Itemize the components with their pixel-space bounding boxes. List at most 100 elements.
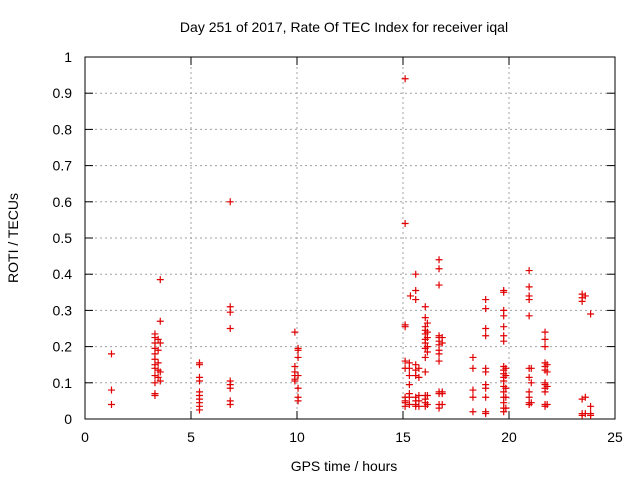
data-point bbox=[525, 296, 533, 304]
data-point bbox=[500, 288, 508, 296]
data-point bbox=[438, 401, 446, 409]
data-point bbox=[581, 393, 589, 401]
data-point bbox=[525, 312, 533, 320]
x-tick-label: 5 bbox=[187, 429, 195, 445]
data-point bbox=[482, 325, 490, 332]
x-tick-label: 15 bbox=[395, 429, 411, 445]
x-tick-label: 10 bbox=[289, 429, 305, 445]
data-point bbox=[226, 384, 234, 392]
data-point bbox=[405, 393, 413, 401]
data-point bbox=[435, 404, 443, 412]
data-point bbox=[578, 395, 586, 403]
data-point bbox=[587, 411, 595, 419]
data-point bbox=[587, 310, 595, 318]
data-point bbox=[226, 198, 234, 206]
data-point bbox=[151, 391, 159, 399]
data-point bbox=[502, 364, 510, 372]
data-point bbox=[151, 372, 159, 380]
data-point bbox=[156, 368, 164, 376]
y-tick-label: 0.2 bbox=[53, 339, 73, 355]
data-point bbox=[151, 364, 159, 372]
data-point bbox=[401, 323, 409, 331]
data-point bbox=[156, 339, 164, 347]
data-point bbox=[421, 353, 429, 361]
data-point bbox=[502, 393, 510, 401]
data-point bbox=[541, 328, 549, 336]
y-tick-label: 0 bbox=[64, 411, 72, 427]
data-point bbox=[435, 281, 443, 289]
data-point bbox=[421, 368, 429, 376]
chart-title: Day 251 of 2017, Rate Of TEC Index for r… bbox=[180, 19, 508, 35]
data-point bbox=[401, 357, 409, 365]
data-point bbox=[415, 364, 423, 372]
data-point bbox=[541, 335, 549, 343]
data-point bbox=[469, 353, 477, 361]
data-point bbox=[294, 372, 302, 380]
data-point bbox=[502, 404, 510, 412]
data-point bbox=[195, 406, 203, 414]
data-point bbox=[415, 402, 423, 410]
y-tick-label: 0.5 bbox=[53, 230, 73, 246]
data-point bbox=[423, 319, 431, 327]
data-point bbox=[291, 377, 299, 385]
data-point bbox=[156, 276, 164, 284]
y-tick-label: 0.1 bbox=[53, 375, 73, 391]
data-point bbox=[406, 292, 414, 300]
data-point bbox=[156, 317, 164, 325]
y-tick-label: 0.4 bbox=[53, 266, 73, 282]
data-point bbox=[482, 384, 490, 392]
data-point bbox=[469, 386, 477, 394]
data-point bbox=[294, 346, 302, 354]
data-point bbox=[438, 390, 446, 398]
y-tick-label: 0.3 bbox=[53, 302, 73, 318]
y-axis-label: ROTI / TECUs bbox=[5, 193, 21, 283]
data-point bbox=[527, 399, 535, 407]
x-tick-label: 25 bbox=[607, 429, 623, 445]
data-point bbox=[421, 314, 429, 322]
data-point bbox=[154, 373, 162, 381]
data-point bbox=[482, 368, 490, 376]
y-tick-label: 0.6 bbox=[53, 194, 73, 210]
data-point bbox=[423, 391, 431, 399]
data-point bbox=[543, 401, 551, 409]
data-point bbox=[423, 348, 431, 356]
data-point bbox=[156, 377, 164, 385]
data-point bbox=[195, 377, 203, 385]
data-point bbox=[525, 267, 533, 275]
data-point bbox=[108, 386, 115, 394]
data-point bbox=[525, 283, 533, 291]
data-point bbox=[154, 335, 162, 343]
data-point bbox=[154, 346, 162, 354]
data-point bbox=[587, 402, 595, 410]
y-tick-labels: 0 0.1 0.2 0.3 0.4 0.5 0.6 0.7 0.8 0.9 1 bbox=[53, 49, 73, 427]
data-point bbox=[435, 357, 443, 365]
data-point bbox=[543, 361, 551, 369]
data-point bbox=[412, 296, 420, 304]
data-point bbox=[405, 372, 413, 380]
data-point bbox=[423, 401, 431, 409]
data-point bbox=[291, 328, 299, 336]
data-point bbox=[435, 350, 443, 358]
y-tick-label: 0.8 bbox=[53, 121, 73, 137]
data-point bbox=[543, 382, 551, 390]
data-point bbox=[226, 308, 234, 316]
data-point bbox=[423, 334, 431, 342]
data-point bbox=[469, 393, 477, 401]
data-point bbox=[482, 410, 490, 418]
data-point bbox=[482, 393, 490, 401]
data-point bbox=[469, 364, 477, 372]
x-tick-label: 20 bbox=[501, 429, 517, 445]
data-point bbox=[294, 397, 302, 405]
data-point bbox=[482, 305, 490, 313]
data-point bbox=[405, 381, 413, 389]
data-point bbox=[578, 411, 586, 419]
data-point bbox=[226, 325, 234, 332]
data-point bbox=[421, 303, 429, 311]
data-point bbox=[195, 361, 203, 369]
data-point bbox=[401, 402, 409, 410]
grid-lines bbox=[85, 57, 615, 419]
data-point bbox=[438, 339, 446, 347]
data-point bbox=[500, 408, 508, 416]
data-point bbox=[405, 364, 413, 372]
